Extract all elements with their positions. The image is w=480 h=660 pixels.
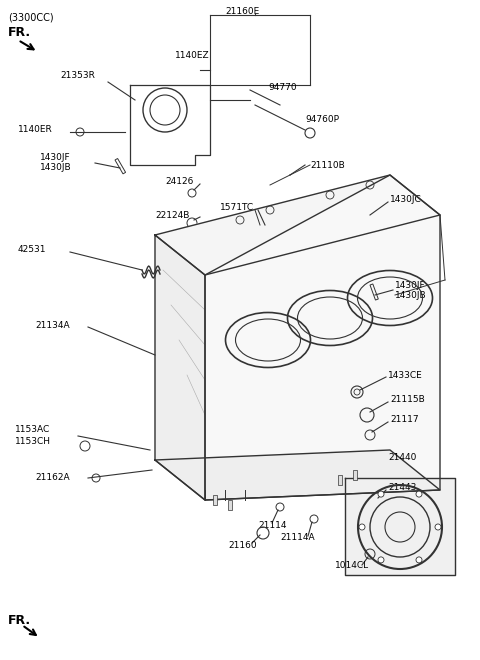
Text: 1140EZ: 1140EZ [175, 51, 210, 59]
Text: 1014CL: 1014CL [335, 560, 369, 570]
Bar [228, 500, 232, 510]
Text: 21134A: 21134A [35, 321, 70, 329]
Text: 94770: 94770 [268, 84, 297, 92]
Text: FR.: FR. [8, 26, 31, 38]
Text: 21117: 21117 [390, 416, 419, 424]
Bar [370, 284, 378, 300]
Text: 21160E: 21160E [225, 7, 259, 16]
Polygon shape [155, 175, 440, 275]
Bar [353, 470, 357, 480]
Text: 21443: 21443 [388, 484, 416, 492]
Text: 1140ER: 1140ER [18, 125, 53, 135]
Text: 94760P: 94760P [305, 115, 339, 125]
Text: 42531: 42531 [18, 246, 47, 255]
Text: 21162A: 21162A [35, 473, 70, 482]
Text: 21160: 21160 [228, 541, 257, 550]
Text: 21353R: 21353R [60, 71, 95, 79]
Text: 21110B: 21110B [310, 160, 345, 170]
Bar [338, 475, 342, 485]
Text: 1430JC: 1430JC [390, 195, 422, 205]
Text: 1430JF: 1430JF [395, 280, 426, 290]
Polygon shape [155, 235, 205, 500]
Circle shape [416, 557, 422, 563]
Circle shape [435, 524, 441, 530]
Text: 1433CE: 1433CE [388, 370, 423, 380]
Polygon shape [345, 478, 455, 575]
Text: 1430JF: 1430JF [40, 154, 71, 162]
Text: 1430JB: 1430JB [40, 164, 72, 172]
Circle shape [378, 491, 384, 497]
Text: 24126: 24126 [165, 178, 193, 187]
Text: 1153AC: 1153AC [15, 426, 50, 434]
Text: 21114: 21114 [258, 521, 287, 529]
Text: 21440: 21440 [388, 453, 416, 463]
Text: 1430JB: 1430JB [395, 292, 427, 300]
Text: 1153CH: 1153CH [15, 436, 51, 446]
Text: 21114A: 21114A [280, 533, 314, 543]
Text: 21115B: 21115B [390, 395, 425, 405]
Circle shape [416, 491, 422, 497]
Bar [115, 158, 126, 174]
Bar [213, 495, 217, 505]
Circle shape [378, 557, 384, 563]
Polygon shape [155, 450, 440, 500]
Text: (3300CC): (3300CC) [8, 13, 54, 23]
Text: 22124B: 22124B [155, 211, 190, 220]
Polygon shape [205, 175, 440, 500]
Circle shape [359, 524, 365, 530]
Text: FR.: FR. [8, 614, 31, 626]
Text: 1571TC: 1571TC [220, 203, 254, 213]
